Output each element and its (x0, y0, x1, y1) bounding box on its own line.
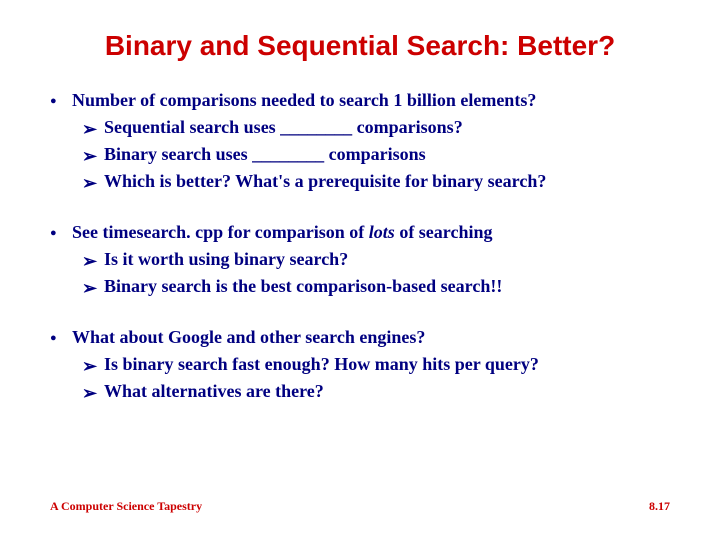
slide: Binary and Sequential Search: Better? Nu… (0, 0, 720, 540)
bullet-l1: See timesearch. cpp for comparison of lo… (50, 222, 670, 243)
sub-list: Sequential search uses ________ comparis… (50, 117, 670, 192)
bullet-l2: Which is better? What's a prerequisite f… (82, 171, 670, 192)
bullet-l2: What alternatives are there? (82, 381, 670, 402)
bullet-l1: Number of comparisons needed to search 1… (50, 90, 670, 111)
bullet-l2: Is it worth using binary search? (82, 249, 670, 270)
bullet-l2: Binary search is the best comparison-bas… (82, 276, 670, 297)
bullet-prefix: See timesearch. cpp for comparison of (72, 222, 369, 242)
bullet-italic: lots (369, 222, 395, 242)
footer-left: A Computer Science Tapestry (50, 499, 202, 514)
bullet-l1: What about Google and other search engin… (50, 327, 670, 348)
bullet-l2: Is binary search fast enough? How many h… (82, 354, 670, 375)
bullet-list: Number of comparisons needed to search 1… (50, 90, 670, 402)
bullet-l2: Sequential search uses ________ comparis… (82, 117, 670, 138)
bullet-block: Number of comparisons needed to search 1… (50, 90, 670, 192)
bullet-block: What about Google and other search engin… (50, 327, 670, 402)
bullet-block: See timesearch. cpp for comparison of lo… (50, 222, 670, 297)
bullet-suffix: of searching (395, 222, 493, 242)
slide-title: Binary and Sequential Search: Better? (50, 30, 670, 62)
sub-list: Is it worth using binary search? Binary … (50, 249, 670, 297)
sub-list: Is binary search fast enough? How many h… (50, 354, 670, 402)
footer-right: 8.17 (649, 499, 670, 514)
bullet-l2: Binary search uses ________ comparisons (82, 144, 670, 165)
